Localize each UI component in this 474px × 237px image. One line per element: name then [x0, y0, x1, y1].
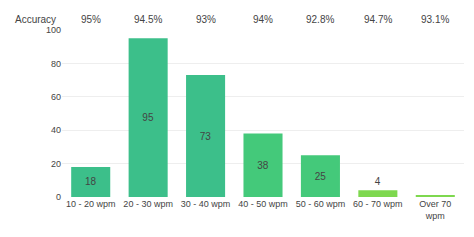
svg-text:73: 73 — [200, 131, 212, 142]
svg-text:95: 95 — [142, 112, 154, 123]
svg-text:93%: 93% — [196, 14, 216, 25]
svg-text:40: 40 — [51, 125, 61, 135]
svg-text:10 - 20 wpm: 10 - 20 wpm — [66, 199, 116, 209]
svg-text:20 - 30 wpm: 20 - 30 wpm — [123, 199, 173, 209]
svg-text:50 - 60 wpm: 50 - 60 wpm — [296, 199, 346, 209]
svg-text:40 - 50 wpm: 40 - 50 wpm — [238, 199, 288, 209]
svg-text:0: 0 — [56, 192, 61, 202]
svg-text:38: 38 — [257, 160, 269, 171]
svg-text:60: 60 — [51, 92, 61, 102]
svg-text:100: 100 — [46, 25, 61, 35]
svg-text:18: 18 — [85, 176, 97, 187]
svg-text:25: 25 — [315, 171, 327, 182]
svg-text:Accuracy: Accuracy — [15, 14, 56, 25]
svg-text:Over 70wpm: Over 70wpm — [419, 199, 451, 221]
svg-text:80: 80 — [51, 59, 61, 69]
svg-text:95%: 95% — [81, 14, 101, 25]
svg-text:94.7%: 94.7% — [364, 14, 392, 25]
svg-text:94%: 94% — [253, 14, 273, 25]
svg-text:94.5%: 94.5% — [134, 14, 162, 25]
svg-text:20: 20 — [51, 159, 61, 169]
svg-text:30 - 40 wpm: 30 - 40 wpm — [181, 199, 231, 209]
svg-text:4: 4 — [375, 176, 381, 187]
svg-text:60 - 70 wpm: 60 - 70 wpm — [353, 199, 403, 209]
svg-text:93.1%: 93.1% — [421, 14, 449, 25]
svg-text:92.8%: 92.8% — [306, 14, 334, 25]
